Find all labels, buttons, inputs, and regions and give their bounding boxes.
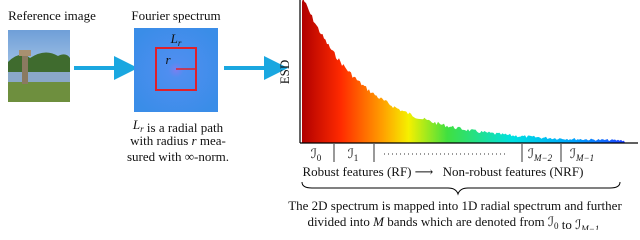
lr-label: Lr [170,31,182,48]
spectrum-area [302,0,625,143]
text-segment: L [170,31,178,46]
text-segment: 1 [354,153,359,163]
text-segment: ℐ [528,146,534,161]
fourier-label: Fourier spectrum [131,8,220,23]
band-label: ℐM−2 [528,146,553,163]
text-segment: . [599,220,602,230]
text-segment: r [178,38,182,48]
esd-label: ESD [277,60,292,85]
text-segment: is a radial path [144,120,224,135]
text-segment: ℐ [575,217,581,230]
text-segment: 0 [554,221,559,230]
description-line: Lr is a radial path [132,117,224,135]
band-label: ℐM−1 [570,146,594,163]
reference-image [8,30,70,102]
robust-label: Robust features (RF) [302,164,411,179]
text-segment: ℐ [311,146,317,161]
text-segment: M−1 [580,224,599,230]
text-segment: M [372,214,385,229]
caption-line: divided into M bands which are denoted f… [307,214,602,230]
band-separators [333,144,562,162]
text-segment: divided into [307,214,373,229]
nonrobust-label: Non-robust features (NRF) [443,164,584,179]
text-segment: M−1 [575,153,594,163]
text-segment: M−2 [533,153,553,163]
text-segment: r [165,52,171,67]
text-segment: ℐ [348,146,354,161]
band-label: ℐ1 [348,146,359,163]
text-segment: ℐ [548,214,554,229]
description-line: sured with ∞-norm. [127,149,229,164]
caption: The 2D spectrum is mapped into 1D radial… [288,198,622,230]
description-line: with radius r mea- [130,133,226,148]
text-segment: bands which are denoted from [384,214,548,229]
text-segment: L [132,117,140,132]
reference-label: Reference image [8,8,96,23]
text-segment: 0 [317,153,322,163]
fourier-image [134,28,218,112]
caption-line: The 2D spectrum is mapped into 1D radial… [288,198,622,213]
text-segment: r [192,133,198,148]
text-segment: The 2D spectrum is mapped into 1D radial… [288,198,622,213]
text-segment: with radius [130,133,191,148]
text-segment: to [559,217,576,230]
text-segment: r [140,124,144,134]
band-label: ℐ0 [311,146,322,163]
text-segment: ℐ [570,146,576,161]
arrow-label: ⟶ [415,164,434,179]
band-labels: ℐ0 ℐ1 ℐM−2 ℐM−1 [311,146,594,163]
text-segment: mea- [197,133,226,148]
r-label: r [165,52,171,67]
text-segment: sured with ∞-norm. [127,149,229,164]
brace [301,181,621,196]
figure: Reference image Fourier spectrum Lr r Lr… [8,0,638,230]
